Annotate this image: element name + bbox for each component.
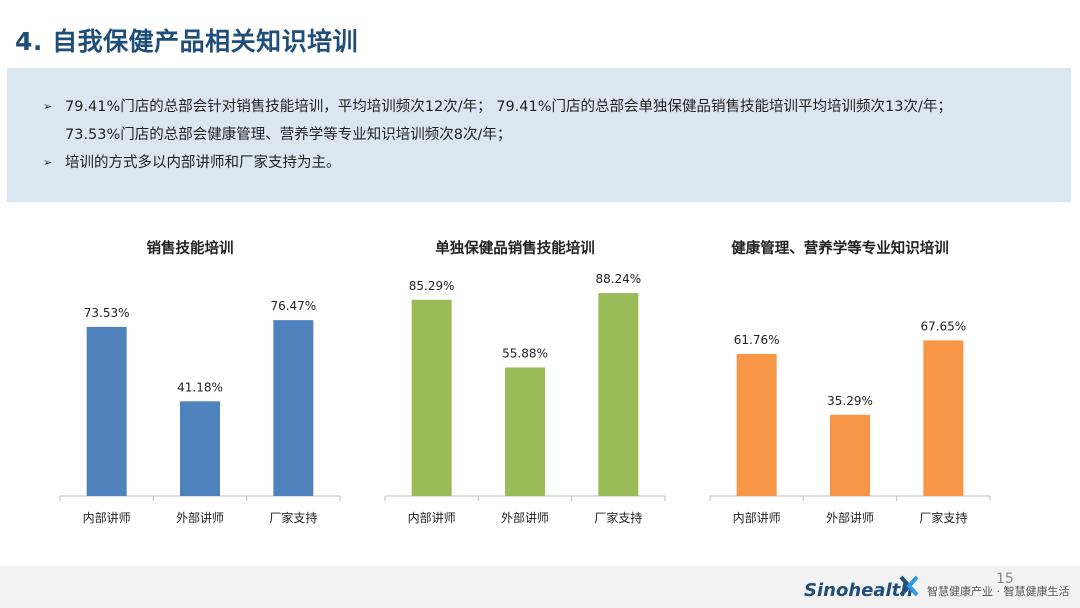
bullet-arrow-icon: ➢ [43, 156, 53, 169]
slide-title: 4. 自我保健产品相关知识培训 [15, 27, 359, 56]
charts-area: 销售技能培训 73.53% 内部讲师 41.18% 外部讲师 76.47% 厂家支持 单独保… [0, 225, 1080, 545]
bar-value-label: 85.29% [409, 279, 455, 293]
chart-health-product-sales: 单独保健品销售技能培训 85.29% 内部讲师 55.88% 外部讲师 88.24% 厂家支… [375, 225, 675, 535]
chart-professional-knowledge: 健康管理、营养学等专业知识培训 61.76% 内部讲师 35.29% 外部讲师 67.65… [700, 225, 1000, 535]
chart-svg: 健康管理、营养学等专业知识培训 61.76% 内部讲师 35.29% 外部讲师 67.65… [709, 239, 991, 525]
bullet-arrow-icon: ➢ [43, 100, 53, 113]
bar-value-label: 61.76% [734, 333, 780, 347]
chart-title: 单独保健品销售技能培训 [435, 239, 595, 257]
sinohealth-x-logo-icon [899, 575, 919, 597]
bullet-text-line: 培训的方式多以内部讲师和厂家支持为主。 [65, 155, 341, 171]
summary-panel: ➢ 79.41%门店的总部会针对销售技能培训，平均培训频次12次/年； 79.4… [7, 68, 1071, 202]
bar [505, 367, 545, 496]
bullet-text-line: 79.41%门店的总部会针对销售技能培训，平均培训频次12次/年； 79.41%… [65, 99, 952, 115]
bullet-item: ➢ 79.41%门店的总部会针对销售技能培训，平均培训频次12次/年； 79.4… [43, 93, 1053, 149]
bar-value-label: 67.65% [920, 319, 966, 333]
category-tick-label: 外部讲师 [501, 510, 549, 525]
bar-value-label: 41.18% [177, 380, 223, 394]
bar-value-label: 35.29% [827, 394, 873, 408]
bar [923, 340, 964, 496]
category-tick-label: 外部讲师 [826, 510, 874, 525]
chart-svg: 销售技能培训 73.53% 内部讲师 41.18% 外部讲师 76.47% 厂家支持 [59, 239, 341, 525]
bar [273, 320, 314, 496]
bar-value-label: 76.47% [270, 299, 316, 313]
bar [411, 299, 452, 496]
chart-svg: 单独保健品销售技能培训 85.29% 内部讲师 55.88% 外部讲师 88.24% 厂家支… [384, 239, 666, 525]
chart-title: 销售技能培训 [147, 239, 234, 257]
footer-bar [0, 566, 1080, 608]
category-tick-label: 厂家支持 [594, 510, 642, 525]
bar [830, 414, 870, 496]
category-tick-label: 厂家支持 [919, 510, 967, 525]
bullet-item: ➢ 培训的方式多以内部讲师和厂家支持为主。 [43, 149, 1053, 177]
bar [86, 326, 127, 496]
brand-logo-text: Sinohealth [804, 580, 914, 601]
page-number: 15 [996, 571, 1014, 587]
bar-value-label: 88.24% [595, 272, 641, 286]
category-tick-label: 内部讲师 [83, 510, 131, 525]
bullet-text-line: 73.53%门店的总部会健康管理、营养学等专业知识培训频次8次/年； [65, 127, 512, 143]
category-tick-label: 内部讲师 [733, 510, 781, 525]
bar [736, 353, 777, 496]
bar-value-label: 55.88% [502, 346, 548, 360]
bar [180, 401, 220, 496]
category-tick-label: 外部讲师 [176, 510, 224, 525]
chart-title: 健康管理、营养学等专业知识培训 [731, 239, 949, 257]
category-tick-label: 厂家支持 [269, 510, 317, 525]
bar [598, 293, 639, 496]
category-tick-label: 内部讲师 [408, 510, 456, 525]
chart-sales-skills: 销售技能培训 73.53% 内部讲师 41.18% 外部讲师 76.47% 厂家支持 [50, 225, 350, 535]
bar-value-label: 73.53% [84, 306, 130, 320]
brand-slogan: 智慧健康产业 · 智慧健康生活 [927, 585, 1070, 598]
